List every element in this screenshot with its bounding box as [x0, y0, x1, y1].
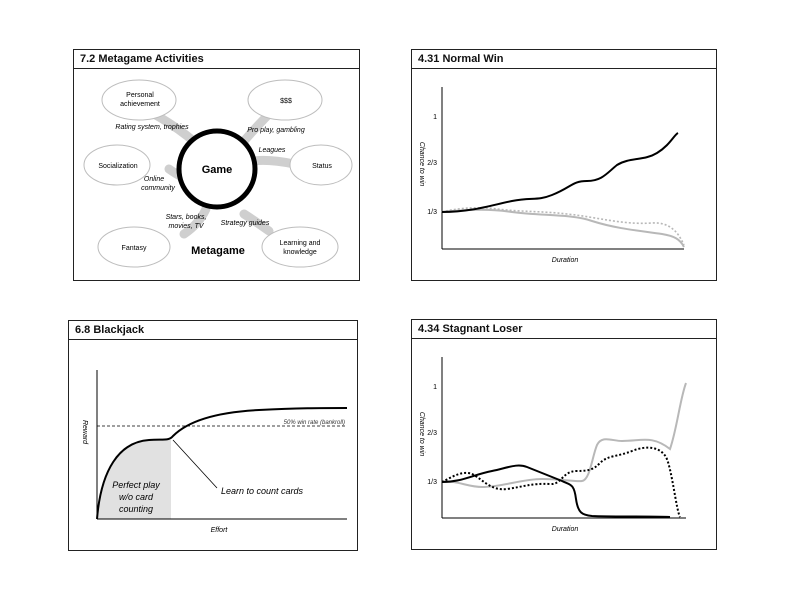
y-axis-label: Reward [81, 420, 88, 445]
link-label: Stars, books, [166, 214, 207, 221]
link-label: Online [144, 176, 164, 183]
panel-title: 4.34 Stagnant Loser [412, 320, 716, 339]
bubble-learning [261, 226, 339, 268]
bubble-socialization [83, 144, 151, 186]
panel-title: 4.31 Normal Win [412, 50, 716, 69]
stagnant-loser-panel: 4.34 Stagnant Loser 1 2/3 1/3 Chance to … [411, 319, 717, 550]
link-label: Leagues [259, 147, 286, 154]
annotation-label: Learn to count cards [221, 486, 304, 496]
region-label: counting [119, 504, 153, 514]
link-learning [239, 209, 274, 236]
series-black-dotted [441, 446, 681, 518]
blackjack-chart: 50% win rate (bankroll) Reward Effort Pe… [81, 370, 348, 534]
game-label: Game [202, 164, 233, 176]
game-circle [176, 128, 258, 210]
bubble-fantasy [97, 226, 171, 268]
y-tick-label: 1 [433, 384, 437, 391]
bubble-label: Personal [126, 92, 154, 99]
annotation-leader [172, 439, 218, 489]
y-axis-label: Chance to win [418, 412, 425, 456]
bubble-label: Status [312, 163, 332, 170]
bubble-label: achievement [120, 101, 160, 108]
series-grey-dotted [441, 206, 685, 246]
series-black-solid [441, 464, 671, 518]
y-tick-label: 2/3 [427, 430, 437, 437]
region-label: w/o card [119, 492, 154, 502]
bubble-personal-achievement [101, 79, 177, 121]
link-label: movies, TV [168, 223, 204, 230]
threshold-label: 50% win rate (bankroll) [284, 420, 345, 426]
link-label: Pro play, gambling [247, 127, 305, 134]
x-axis-label: Effort [211, 527, 229, 534]
x-axis-label: Duration [552, 526, 579, 533]
link-fantasy [179, 204, 211, 239]
y-tick-label: 1/3 [427, 209, 437, 216]
stagnant-loser-chart: 1 2/3 1/3 Chance to win Duration [418, 357, 687, 533]
y-tick-label: 1 [433, 114, 437, 121]
y-tick-label: 1/3 [427, 479, 437, 486]
metagame-panel: 7.2 Metagame Activities Game Personal ac… [73, 49, 360, 281]
region-label: Perfect play [112, 480, 160, 490]
reward-curve [96, 407, 348, 520]
series-grey-solid [441, 208, 685, 248]
normal-win-panel: 4.31 Normal Win 1 2/3 1/3 Chance to win … [411, 49, 717, 281]
link-label: Rating system, trophies [115, 124, 189, 131]
metagame-diagram: Game Personal achievement $$$ Socializat… [83, 79, 353, 268]
link-label: Strategy guides [221, 220, 270, 227]
series-grey-solid [441, 382, 687, 489]
metagame-label: Metagame [191, 245, 245, 257]
bubble-label: $$$ [280, 98, 292, 105]
bubble-label: Fantasy [122, 245, 147, 252]
x-axis-label: Duration [552, 257, 579, 264]
blackjack-panel: 6.8 Blackjack 50% win rate (bankroll) Re… [68, 320, 358, 551]
y-tick-label: 2/3 [427, 160, 437, 167]
bubble-label: knowledge [283, 249, 317, 256]
bubble-money [247, 79, 323, 121]
link-label: community [141, 185, 175, 192]
panel-title: 6.8 Blackjack [69, 321, 357, 340]
y-axis-label: Chance to win [418, 142, 425, 186]
link-status [249, 155, 299, 169]
bubble-label: Learning and [280, 240, 321, 247]
bubble-status [289, 144, 353, 186]
bubble-label: Socialization [98, 163, 137, 170]
normal-win-chart: 1 2/3 1/3 Chance to win Duration [418, 87, 685, 264]
series-black-solid [441, 132, 679, 213]
panel-title: 7.2 Metagame Activities [74, 50, 359, 69]
